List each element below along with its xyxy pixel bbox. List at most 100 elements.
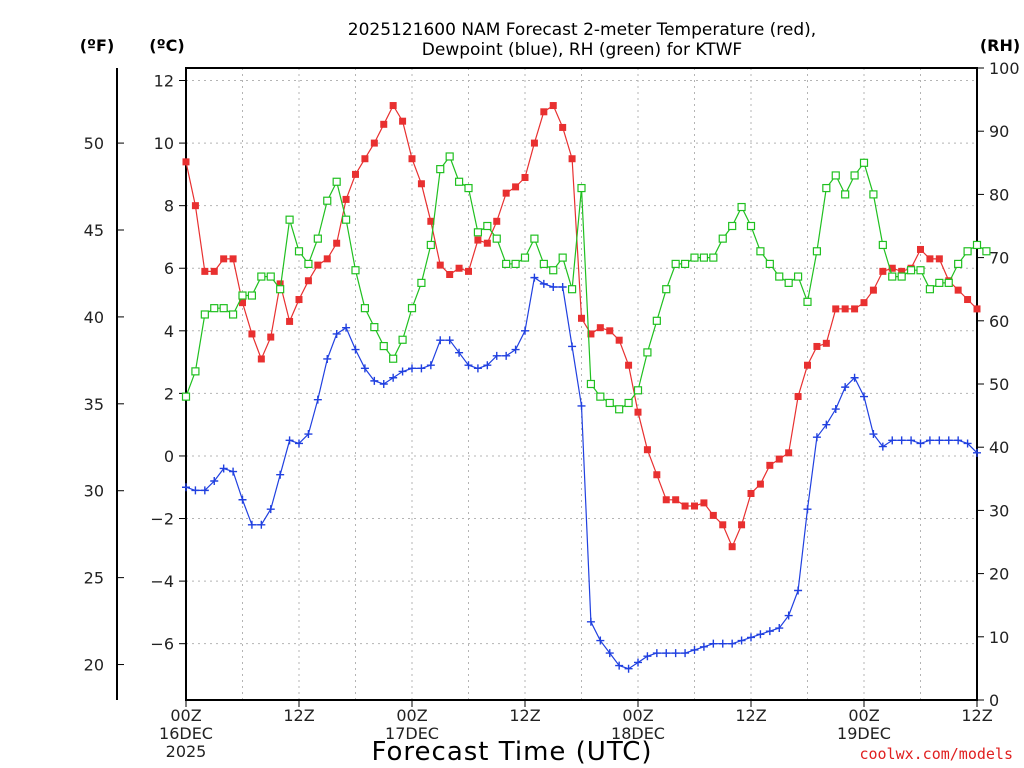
temperature-point <box>361 155 369 163</box>
celsius-tick-label: 6 <box>164 259 174 278</box>
dewpoint-point <box>681 649 690 658</box>
dewpoint-point <box>615 661 624 670</box>
dewpoint-point <box>718 639 727 648</box>
temperature-point <box>436 261 444 269</box>
temperature-point <box>201 267 209 275</box>
x-tick-label: 19DEC <box>837 724 891 743</box>
temperature-point <box>530 139 538 147</box>
temperature-point <box>766 461 774 469</box>
temperature-point <box>813 342 821 350</box>
series-rh <box>181 152 991 414</box>
temperature-point <box>709 511 717 519</box>
temperature-point <box>691 502 698 510</box>
temperature-point <box>465 267 472 275</box>
temperature-point <box>606 327 614 335</box>
dewpoint-point <box>812 433 821 442</box>
rh-point <box>859 158 869 167</box>
dewpoint-point <box>219 464 228 473</box>
fahrenheit-tick-label: 50 <box>84 134 104 153</box>
temperature-point <box>389 102 397 110</box>
chart-title-line-2: Dewpoint (blue), RH (green) for KTWF <box>422 40 742 60</box>
temperature-point <box>653 471 661 479</box>
dewpoint-point <box>765 627 774 636</box>
rh-point <box>191 367 200 376</box>
dewpoint-point <box>709 639 718 648</box>
dewpoint-point <box>191 486 200 495</box>
dewpoint-point <box>699 642 708 651</box>
temperature-point <box>474 236 482 244</box>
dewpoint-point <box>925 436 934 445</box>
rh-point <box>897 272 906 281</box>
dewpoint-point <box>652 649 661 658</box>
rh-point <box>690 253 699 262</box>
rh-point <box>247 291 257 300</box>
rh-point <box>662 285 671 294</box>
dewpoint-point <box>351 345 360 354</box>
rh-point <box>558 253 567 262</box>
rh-point <box>219 304 228 313</box>
x-tick-label: 00Z <box>170 706 201 725</box>
dewpoint-point <box>803 505 812 514</box>
rh-point <box>276 285 285 294</box>
dewpoint-point <box>389 373 398 382</box>
rh-point <box>822 183 831 193</box>
rh-point <box>888 272 897 281</box>
rh-tick-label: 40 <box>989 438 1009 457</box>
temperature-point <box>879 267 887 275</box>
temperature-point <box>455 264 463 272</box>
fahrenheit-unit-label: (ºF) <box>80 36 115 55</box>
dewpoint-point <box>737 636 746 645</box>
dewpoint-point <box>860 392 868 401</box>
celsius-tick-label: 8 <box>164 197 174 216</box>
rh-point <box>332 177 341 186</box>
temperature-point <box>888 264 896 272</box>
rh-point <box>285 215 294 224</box>
temperature-point <box>587 330 595 338</box>
dewpoint-point <box>408 364 416 373</box>
rh-point <box>812 247 822 256</box>
dewpoint-point <box>577 401 586 410</box>
dewpoint-point <box>200 486 209 495</box>
rh-point <box>916 266 925 275</box>
rh-point <box>502 259 511 269</box>
rh-point <box>699 253 709 262</box>
dewpoint-point <box>963 439 972 448</box>
rh-point <box>944 278 953 287</box>
temperature-point <box>662 496 670 504</box>
temperature-point <box>408 155 416 163</box>
rh-point <box>775 272 784 281</box>
dewpoint-point <box>775 624 784 633</box>
dewpoint-point <box>935 436 944 445</box>
dewpoint-point <box>417 364 426 373</box>
rh-point <box>652 316 661 325</box>
temperature-point <box>295 296 303 304</box>
rh-point <box>436 165 445 174</box>
dewpoint-point <box>558 283 567 292</box>
dewpoint-point <box>511 345 520 354</box>
celsius-tick-label: 10 <box>154 134 174 153</box>
rh-point <box>360 304 370 313</box>
temperature-point <box>182 158 190 166</box>
dewpoint-point <box>888 436 897 445</box>
fahrenheit-tick-label: 30 <box>84 482 104 501</box>
rh-point <box>841 190 850 199</box>
dewpoint-point <box>323 354 332 363</box>
temperature-point <box>643 446 651 454</box>
rh-tick-label: 30 <box>989 501 1009 520</box>
rh-tick-label: 100 <box>989 59 1020 78</box>
temperature-point <box>540 108 548 116</box>
dewpoint-point <box>728 639 737 648</box>
temperature-point <box>578 314 585 322</box>
rh-point <box>615 405 624 414</box>
dewpoint-point <box>182 483 190 492</box>
dewpoint-point <box>690 645 699 654</box>
temperature-point <box>220 255 228 263</box>
dewpoint-point <box>634 658 642 667</box>
rh-point <box>549 266 558 275</box>
rh-point <box>511 259 520 269</box>
temperature-point <box>549 102 557 110</box>
rh-tick-label: 20 <box>989 565 1009 584</box>
rh-point <box>709 253 718 262</box>
rh-point <box>304 259 313 269</box>
fahrenheit-tick-label: 25 <box>84 569 104 588</box>
